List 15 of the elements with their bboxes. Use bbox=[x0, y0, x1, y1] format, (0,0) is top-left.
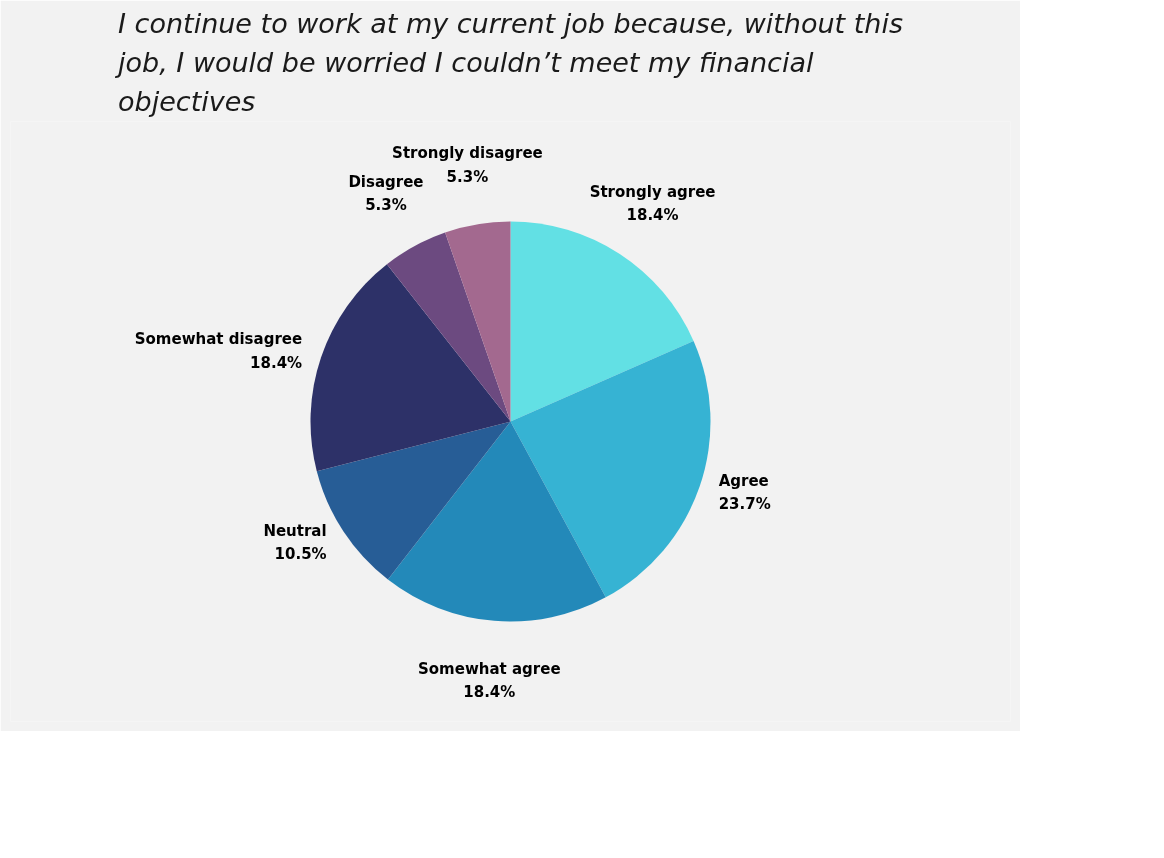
data-label: 18.4% bbox=[250, 353, 303, 372]
data-label: 18.4% bbox=[463, 683, 516, 702]
slice-label: Disagree bbox=[348, 172, 424, 191]
slice-label: Agree bbox=[718, 472, 769, 491]
data-label: 10.5% bbox=[274, 544, 327, 563]
data-label: 18.4% bbox=[626, 206, 679, 225]
data-label: 23.7% bbox=[718, 495, 771, 514]
slice-label: Strongly disagree bbox=[392, 144, 543, 163]
chart-title: I continue to work at my current job because, without this job, I would be worried I couldn’t meet my financial objectives bbox=[114, 8, 903, 117]
data-label: 5.3% bbox=[446, 167, 489, 186]
slice-label: Neutral bbox=[263, 521, 327, 540]
slice-label: Strongly agree bbox=[589, 183, 716, 202]
slice-label: Somewhat agree bbox=[418, 659, 561, 678]
slice-label: Somewhat disagree bbox=[134, 330, 303, 349]
data-label: 5.3% bbox=[365, 195, 407, 214]
